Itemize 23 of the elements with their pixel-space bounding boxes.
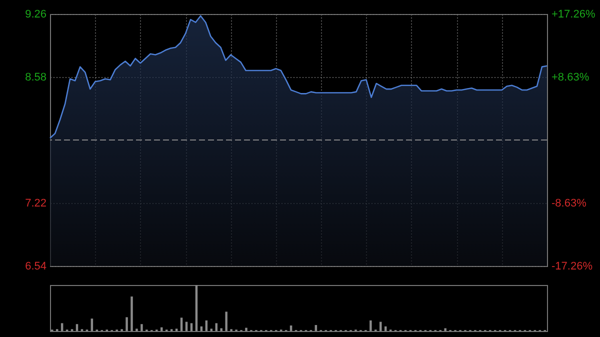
y-tick-label: 6.54 [25, 260, 46, 272]
bar [60, 323, 64, 331]
bar [225, 312, 228, 331]
bar [245, 328, 248, 331]
bar [76, 324, 78, 331]
y-tick-label: 9.26 [25, 8, 46, 20]
y-tick-label: 7.22 [25, 198, 46, 210]
bar [126, 317, 128, 331]
bar [215, 323, 218, 331]
bar [90, 318, 94, 331]
y-tick-label: 8.58 [25, 72, 46, 84]
bar [130, 296, 133, 331]
bar [444, 328, 446, 331]
bar [370, 320, 372, 331]
bar [140, 324, 143, 331]
bar [190, 323, 193, 331]
bar [180, 318, 183, 331]
y2-tick-label: +8.63% [552, 72, 590, 84]
y2-tick-label: -17.26% [552, 260, 593, 272]
bar [220, 328, 222, 331]
y2-tick-label: +17.26% [552, 8, 596, 20]
y2-tick-label: -8.63% [552, 198, 587, 210]
bar [290, 325, 292, 331]
